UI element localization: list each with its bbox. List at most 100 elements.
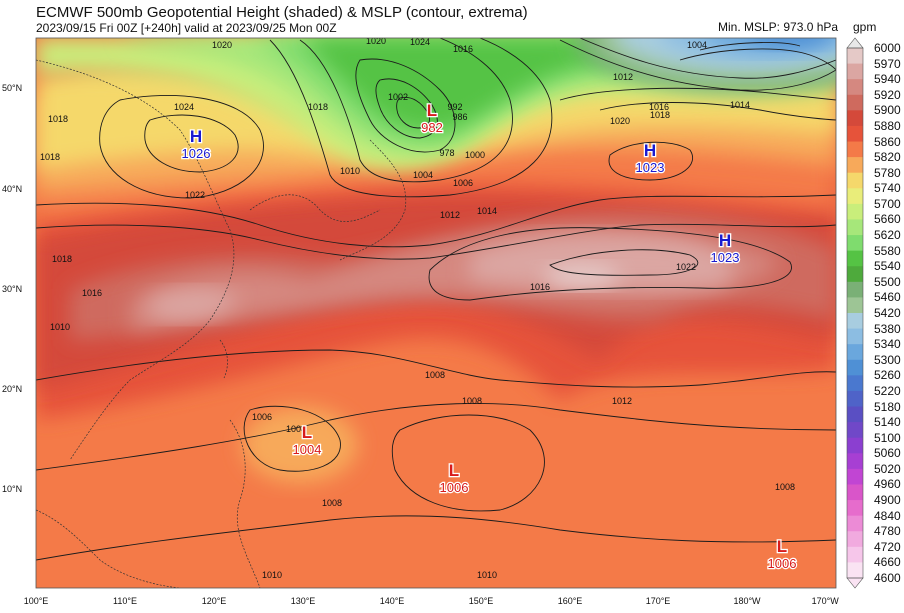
colorbar-level-label: 5900	[874, 103, 901, 118]
longitude-label: 130°E	[290, 596, 316, 606]
colorbar-swatch	[847, 313, 863, 330]
colorbar-swatch	[847, 468, 863, 485]
colorbar-min-arrow	[846, 577, 864, 589]
colorbar-max-arrow	[846, 37, 864, 49]
colorbar-swatch	[847, 125, 863, 143]
colorbar-level-label: 5060	[874, 446, 901, 461]
colorbar-level-label: 4600	[874, 571, 901, 585]
colorbar-swatch	[847, 250, 863, 267]
colorbar-level-label: 5380	[874, 321, 901, 336]
latitude-label: 50°N	[2, 83, 23, 93]
isobar-label: 1016	[82, 288, 102, 298]
longitude-label: 110°E	[113, 596, 137, 606]
isobar-label: 1022	[185, 190, 205, 200]
longitude-label: 170°E	[645, 596, 671, 606]
low-pressure-marker: L	[777, 537, 787, 556]
colorbar-swatch	[847, 328, 863, 345]
latitude-label: 20°N	[2, 384, 23, 394]
colorbar-level-label: 5260	[874, 368, 901, 383]
pressure-extremum-value: 1004	[293, 442, 322, 457]
isobar-label: 1002	[388, 92, 408, 102]
colorbar-swatch	[847, 297, 863, 314]
colorbar-swatch	[847, 375, 863, 392]
longitude-label: 100°E	[23, 596, 49, 606]
colorbar	[846, 37, 864, 589]
isobar-label: 1018	[308, 102, 328, 112]
colorbar-swatch	[847, 110, 863, 127]
isobar-label: 1020	[366, 36, 386, 46]
colorbar-level-label: 5180	[874, 399, 901, 414]
colorbar-level-label: 6000	[874, 41, 901, 55]
pressure-extremum-value: 1023	[711, 250, 740, 265]
isobar-label: 978	[439, 148, 454, 158]
latitude-label: 10°N	[2, 484, 23, 494]
colorbar-swatch	[847, 94, 863, 111]
map-subtitle: 2023/09/15 Fri 00Z [+240h] valid at 2023…	[36, 21, 337, 35]
colorbar-level-label: 5500	[874, 274, 901, 289]
colorbar-level-label: 5100	[874, 430, 901, 445]
colorbar-swatch	[847, 484, 863, 501]
coastlines	[36, 59, 407, 588]
isobar-label: 1012	[612, 396, 632, 406]
colorbar-level-label: 5660	[874, 212, 901, 227]
pressure-extremum-value: 1023	[636, 160, 665, 175]
pressure-extremum-value: 982	[421, 120, 443, 135]
colorbar-level-label: 5740	[874, 181, 901, 196]
colorbar-level-label: 5300	[874, 352, 901, 367]
colorbar-swatch	[847, 203, 863, 220]
low-pressure-marker: L	[427, 101, 437, 120]
colorbar-level-label: 5460	[874, 290, 901, 305]
isobar-label: 1016	[453, 44, 473, 54]
colorbar-level-label: 5220	[874, 383, 901, 398]
colorbar-swatch	[847, 390, 863, 408]
isobar-label: 1006	[453, 178, 473, 188]
colorbar-level-label: 5620	[874, 228, 901, 243]
colorbar-swatch	[847, 546, 863, 563]
high-pressure-marker: H	[719, 231, 731, 250]
map-frame	[35, 37, 837, 589]
colorbar-level-label: 4660	[874, 555, 901, 570]
colorbar-level-label: 4780	[874, 524, 901, 539]
high-pressure-marker: H	[644, 141, 656, 160]
height-field: 1020 1016 1020 1024 1018 1018 1018 1022 1010 1004…	[36, 36, 836, 588]
latitude-label: 30°N	[2, 284, 23, 294]
isobar-label: 986	[452, 112, 467, 122]
colorbar-level-label: 5020	[874, 461, 901, 476]
isobar-label: 1012	[440, 210, 460, 220]
longitude-label: 120°E	[201, 596, 227, 606]
colorbar-swatch	[847, 562, 863, 579]
isobar-contours	[36, 38, 836, 561]
colorbar-level-label: 5780	[874, 165, 901, 180]
isobar-label: 1006	[252, 412, 272, 422]
low-pressure-marker: L	[302, 423, 312, 442]
colorbar-swatch	[847, 531, 863, 548]
colorbar-swatch	[847, 359, 863, 376]
pressure-extremum-value: 1006	[440, 480, 469, 495]
colorbar-level-label: 5920	[874, 87, 901, 102]
isobar-label: 1010	[477, 570, 497, 580]
low-pressure-marker: L	[449, 461, 459, 480]
colorbar-swatch	[847, 219, 863, 236]
longitude-label: 160°E	[557, 596, 583, 606]
isobar-label: 1024	[174, 102, 194, 112]
colorbar-swatch	[847, 453, 863, 470]
isobar-label: 1014	[477, 206, 497, 216]
colorbar-level-label: 5820	[874, 150, 901, 165]
isobar-label: 1008	[425, 370, 445, 380]
colorbar-level-label: 5970	[874, 56, 901, 71]
colorbar-swatch	[847, 188, 863, 205]
colorbar-swatch	[847, 406, 863, 423]
isobar-label: 1004	[413, 170, 433, 180]
colorbar-swatch	[847, 63, 863, 80]
isobar-label: 1010	[50, 322, 70, 332]
latitude-label: 40°N	[2, 184, 23, 194]
high-pressure-marker: H	[190, 127, 202, 146]
colorbar-level-label: 4840	[874, 508, 901, 523]
colorbar-swatch	[847, 157, 863, 174]
colorbar-swatch	[847, 515, 863, 532]
isobar-label: 1008	[775, 482, 795, 492]
map-title: ECMWF 500mb Geopotential Height (shaded)…	[36, 4, 528, 21]
isobar-label: 1000	[465, 150, 485, 160]
colorbar-swatch	[847, 48, 863, 65]
